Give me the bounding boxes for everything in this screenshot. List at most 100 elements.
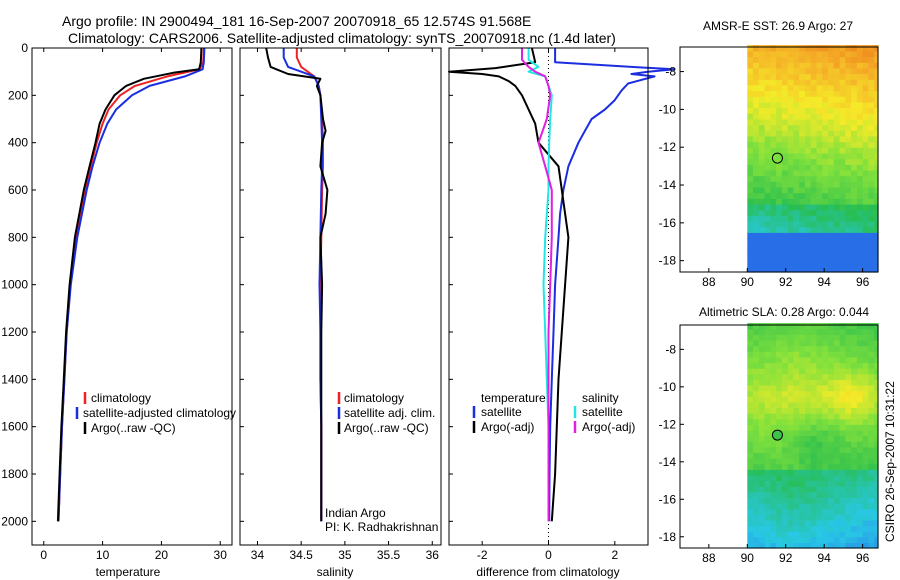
heatmap-cell (799, 458, 806, 465)
heatmap-cell (833, 152, 841, 160)
heatmap-cell (822, 379, 829, 386)
heatmap-cell (776, 390, 783, 397)
heatmap-cell (862, 215, 869, 222)
heatmap-cell (770, 474, 777, 482)
heatmap-cell (833, 232, 841, 239)
heatmap-cell (828, 84, 835, 92)
heatmap-cell (856, 249, 864, 256)
heatmap-cell (770, 67, 777, 75)
heatmap-cell (839, 203, 846, 211)
heatmap-cell (851, 413, 858, 420)
heatmap-cell (753, 260, 760, 267)
heatmap-cell (868, 56, 875, 63)
heatmap-cell (810, 328, 818, 335)
heatmap-cell (781, 458, 789, 465)
heatmap-cell (758, 323, 766, 330)
heatmap-cell (833, 141, 841, 148)
heatmap-cell (764, 542, 771, 549)
heatmap-cell (805, 446, 812, 453)
heatmap-cell (770, 147, 777, 154)
temperature-lines (56, 47, 206, 522)
heatmap-cell (781, 469, 789, 476)
heatmap-cell (758, 373, 766, 380)
heatmap-cell (781, 491, 789, 498)
heatmap-cell (868, 424, 875, 431)
heatmap-cell (758, 62, 766, 69)
heatmap-cell (845, 396, 852, 403)
heatmap-cell (833, 407, 841, 414)
heatmap-cell (753, 362, 760, 369)
heatmap-cell (845, 124, 852, 131)
heatmap-cell (758, 192, 766, 199)
heatmap-cell (851, 542, 858, 549)
heatmap-cell (833, 486, 841, 493)
heatmap-cell (787, 79, 795, 86)
legend-label-temp-satellite: satellite (481, 405, 522, 419)
heatmap-cell (828, 390, 835, 397)
heatmap-cell (770, 458, 777, 465)
heatmap-cell (758, 542, 766, 549)
heatmap-cell (845, 452, 852, 459)
heatmap-cell (856, 238, 864, 245)
heatmap-cell (805, 255, 812, 262)
heatmap-cell (805, 220, 812, 228)
heatmap-cell (816, 340, 823, 347)
heatmap-cell (845, 45, 852, 52)
heatmap-cell (822, 158, 829, 165)
heatmap-cell (805, 238, 812, 245)
heatmap-cell (758, 175, 766, 182)
heatmap-cell (747, 503, 754, 510)
heatmap-cell (845, 175, 852, 182)
heatmap-cell (799, 96, 806, 103)
heatmap-cell (856, 323, 864, 330)
heatmap-cell (856, 480, 864, 487)
heatmap-cell (839, 508, 846, 515)
heatmap-cell (781, 323, 789, 330)
heatmap-cell (833, 226, 841, 233)
heatmap-cell (805, 101, 812, 109)
heatmap-cell (787, 101, 795, 109)
heatmap-cell (839, 260, 846, 267)
heatmap-cell (805, 90, 812, 97)
heatmap-cell (828, 62, 835, 69)
heatmap-cell (805, 463, 812, 470)
heatmap-cell (753, 147, 760, 154)
heatmap-cell (822, 62, 829, 69)
heatmap-cell (874, 356, 879, 364)
heatmap-cell (839, 62, 846, 69)
heatmap-cell (874, 198, 879, 205)
heatmap-cell (810, 463, 818, 470)
heatmap-cell (770, 96, 777, 103)
x-tick-label: 90 (741, 275, 755, 289)
heatmap-cell (851, 356, 858, 364)
heatmap-cell (874, 340, 879, 347)
heatmap-cell (805, 107, 812, 114)
heatmap-cell (770, 73, 777, 80)
heatmap-cell (758, 435, 766, 442)
heatmap-cell (822, 345, 829, 352)
heatmap-cell (862, 345, 869, 352)
heatmap-cell (874, 266, 879, 273)
heatmap-cell (868, 323, 875, 330)
temperature-xlabel: temperature (96, 565, 161, 579)
heatmap-cell (764, 118, 771, 126)
heatmap-cell (822, 446, 829, 453)
heatmap-cell (856, 181, 864, 188)
heatmap-cell (822, 491, 829, 498)
heatmap-cell (799, 503, 806, 510)
heatmap-cell (793, 368, 800, 375)
heatmap-cell (833, 514, 841, 521)
heatmap-cell (758, 232, 766, 239)
heatmap-cell (828, 45, 835, 52)
heatmap-cell (851, 198, 858, 205)
heatmap-cell (747, 209, 754, 216)
heatmap-cell (787, 90, 795, 97)
heatmap-cell (787, 542, 795, 549)
heatmap-cell (822, 413, 829, 420)
heatmap-cell (839, 486, 846, 493)
heatmap-cell (839, 220, 846, 228)
heatmap-cell (856, 130, 864, 137)
heatmap-cell (787, 107, 795, 114)
heatmap-cell (799, 519, 806, 527)
heatmap-cell (758, 56, 766, 63)
